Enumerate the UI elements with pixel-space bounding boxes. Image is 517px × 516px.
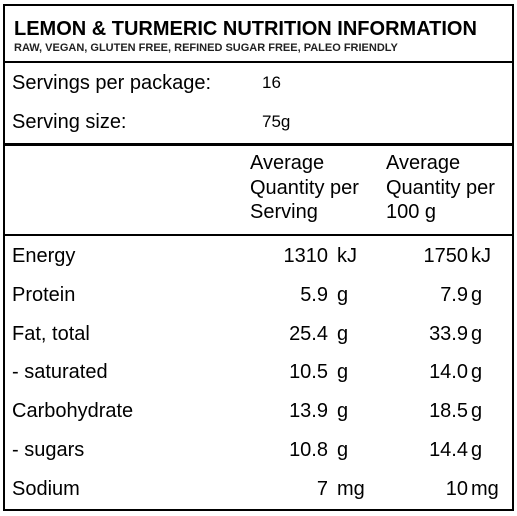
column-header-per-100g: Average Quantity per 100 g bbox=[386, 151, 495, 225]
per-100g-value: 14.4 bbox=[429, 439, 468, 461]
nutrition-panel: LEMON & TURMERIC NUTRITION INFORMATION R… bbox=[3, 4, 514, 511]
per-100g-unit: kJ bbox=[471, 245, 491, 267]
column-header-line: Serving bbox=[250, 201, 318, 223]
nutrient-name: Energy bbox=[12, 245, 76, 267]
per-serving-value: 7 bbox=[316, 477, 328, 500]
per-serving-unit: g bbox=[337, 322, 349, 345]
table-row: - saturated 10.5 g 14.0 g bbox=[5, 361, 512, 399]
per-100g-value: 1750 bbox=[423, 245, 469, 267]
per-serving-value: 10.5 bbox=[289, 361, 328, 384]
per-serving-unit: mg bbox=[337, 477, 365, 500]
column-header-line: Quantity per bbox=[386, 176, 495, 199]
per-serving-value: 10.8 bbox=[289, 439, 328, 461]
per-100g-unit: g bbox=[471, 439, 483, 461]
per-100g-unit: g bbox=[471, 322, 483, 345]
nutrient-name: Protein bbox=[12, 283, 76, 306]
divider-thick bbox=[5, 143, 512, 146]
serving-size-value: 75g bbox=[262, 112, 291, 131]
per-serving-unit: g bbox=[337, 439, 349, 461]
table-row: - sugars 10.8 g 14.4 g bbox=[5, 439, 512, 477]
servings-per-package-label: Servings per package: bbox=[12, 72, 212, 94]
divider-header bbox=[5, 234, 512, 236]
column-header-line: Quantity per bbox=[250, 176, 359, 199]
per-100g-value: 10 bbox=[445, 477, 468, 500]
nutrient-name: Fat, total bbox=[12, 322, 90, 345]
per-serving-unit: g bbox=[337, 361, 349, 384]
per-100g-value: 18.5 bbox=[429, 400, 468, 423]
per-100g-value: 7.9 bbox=[440, 283, 468, 306]
column-header-line: Average bbox=[386, 152, 461, 174]
nutrient-name: Carbohydrate bbox=[12, 400, 134, 423]
table-row: Protein 5.9 g 7.9 g bbox=[5, 284, 512, 322]
table-row: Carbohydrate 13.9 g 18.5 g bbox=[5, 400, 512, 438]
per-serving-value: 5.9 bbox=[300, 283, 328, 306]
divider-top bbox=[5, 61, 512, 63]
per-100g-unit: g bbox=[471, 361, 483, 384]
per-100g-unit: mg bbox=[471, 477, 499, 500]
column-header-per-serving: Average Quantity per Serving bbox=[250, 151, 359, 225]
table-row: Sodium 7 mg 10 mg bbox=[5, 478, 512, 516]
nutrient-name: - saturated bbox=[12, 361, 108, 384]
per-serving-unit: g bbox=[337, 283, 349, 306]
per-serving-unit: kJ bbox=[337, 245, 357, 267]
nutrient-name: Sodium bbox=[12, 477, 80, 500]
per-100g-value: 33.9 bbox=[429, 322, 468, 345]
panel-subtitle: RAW, VEGAN, GLUTEN FREE, REFINED SUGAR F… bbox=[14, 42, 398, 54]
per-serving-unit: g bbox=[337, 400, 349, 423]
table-row: Fat, total 25.4 g 33.9 g bbox=[5, 323, 512, 361]
per-100g-unit: g bbox=[471, 283, 483, 306]
column-header-line: Average bbox=[250, 152, 325, 174]
per-100g-unit: g bbox=[471, 400, 483, 423]
serving-size-label: Serving size: bbox=[12, 111, 127, 133]
per-serving-value: 13.9 bbox=[289, 400, 328, 423]
table-row: Energy 1310 kJ 1750 kJ bbox=[5, 245, 512, 283]
per-100g-value: 14.0 bbox=[429, 361, 468, 384]
per-serving-value: 1310 bbox=[283, 245, 329, 267]
per-serving-value: 25.4 bbox=[289, 322, 328, 345]
panel-title: LEMON & TURMERIC NUTRITION INFORMATION bbox=[14, 18, 477, 40]
servings-per-package-value: 16 bbox=[262, 73, 281, 92]
nutrient-name: - sugars bbox=[12, 439, 85, 461]
column-header-line: 100 g bbox=[386, 201, 437, 223]
